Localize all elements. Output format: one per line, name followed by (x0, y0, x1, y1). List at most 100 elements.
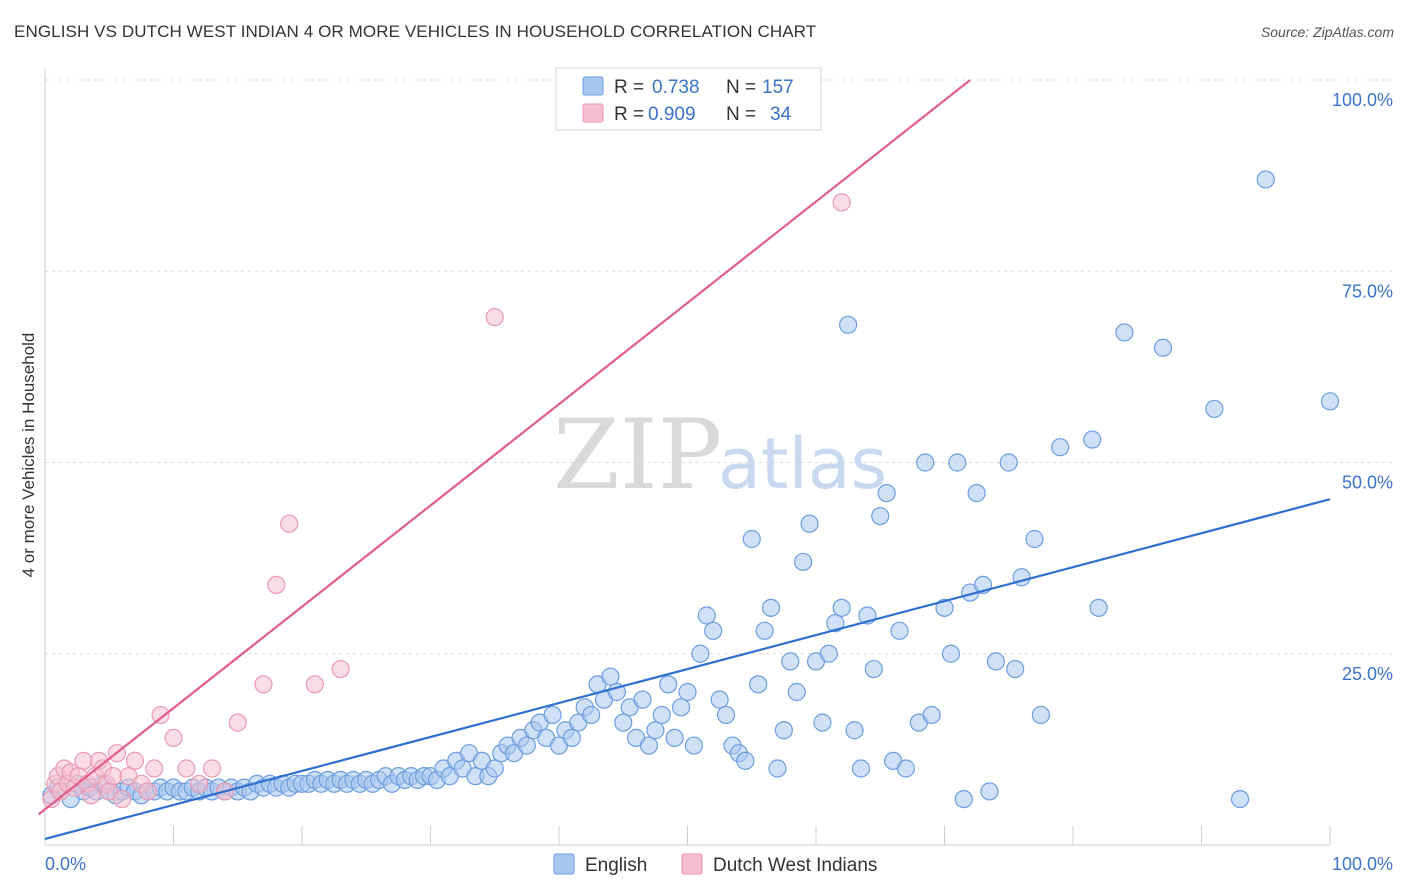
chart-source: Source: ZipAtlas.com (1260, 24, 1394, 40)
x-tick-label: 0.0% (45, 854, 86, 874)
english-trend-line (44, 498, 1331, 840)
english-point (794, 552, 813, 572)
english-point (1031, 705, 1050, 725)
legend-swatch-english (582, 76, 604, 96)
english-point (742, 529, 761, 549)
english-point (665, 728, 684, 748)
english-point (562, 728, 581, 748)
dutch-point (138, 782, 157, 801)
dutch-point (145, 759, 164, 778)
english-point (704, 621, 723, 640)
english-point (601, 667, 620, 686)
dutch-point (280, 514, 299, 533)
legend-r-value-dutch: 0.909 (648, 104, 696, 125)
english-point (1230, 789, 1250, 809)
english-point (1256, 170, 1275, 189)
english-point (1083, 430, 1102, 449)
y-axis-label: 4 or more Vehicles in Household (19, 333, 38, 578)
english-point (787, 682, 806, 702)
english-point (691, 644, 710, 663)
dutch-point (82, 786, 101, 805)
english-point (845, 721, 864, 740)
english-point (678, 682, 697, 702)
english-point (941, 644, 961, 663)
dutch-point (485, 308, 504, 327)
dutch-trend-line (37, 79, 971, 816)
legend-r-label-english: R = (614, 77, 644, 98)
english-point (922, 705, 941, 725)
dutch-point (177, 759, 196, 778)
y-tick-label: 50.0% (1342, 473, 1393, 493)
legend-r-label-dutch: R = (614, 104, 644, 125)
english-point (986, 652, 1006, 671)
english-point (832, 598, 851, 617)
english-point (948, 453, 967, 472)
legend-n-label-dutch: N = (726, 104, 756, 125)
y-tick-label: 25.0% (1342, 664, 1393, 684)
english-point (543, 705, 562, 725)
dutch-point (104, 767, 123, 786)
dutch-point (832, 193, 851, 212)
english-point (749, 675, 768, 694)
english-point (890, 621, 909, 640)
dutch-point (267, 575, 286, 595)
english-point (851, 759, 871, 778)
dutch-point (331, 659, 350, 679)
english-point (980, 782, 999, 801)
english-point (710, 690, 729, 709)
english-point (999, 453, 1018, 472)
english-point (1006, 659, 1025, 679)
dutch-point (202, 759, 222, 778)
english-point (485, 759, 504, 778)
english-point (697, 606, 716, 625)
dutch-point (254, 675, 273, 694)
dutch-point (112, 789, 132, 809)
english-point (1051, 438, 1070, 457)
bottom-legend-dutch: Dutch West Indians (713, 855, 877, 876)
english-point (813, 713, 832, 732)
english-point (646, 721, 665, 740)
english-point (864, 659, 883, 679)
english-point (755, 621, 774, 640)
grid-layer (45, 79, 1392, 655)
english-point (761, 598, 781, 617)
english-point (684, 736, 704, 755)
english-point (517, 736, 536, 755)
english-point (800, 514, 819, 533)
english-point (781, 652, 800, 671)
dutch-point (228, 713, 247, 732)
y-tick-label: 75.0% (1342, 281, 1393, 301)
dutch-point (305, 675, 324, 694)
english-point (826, 614, 845, 633)
english-point (819, 644, 838, 663)
y-tick-label: 100.0% (1332, 90, 1393, 110)
watermark: ZIP atlas (553, 399, 887, 511)
legend-n-label-english: N = (726, 77, 756, 98)
english-point (652, 705, 671, 725)
english-point (1089, 598, 1108, 617)
english-point (1025, 529, 1044, 549)
english-point (716, 705, 736, 725)
legend-r-value-english: 0.738 (652, 77, 700, 98)
bottom-legend-swatch-english (553, 853, 575, 875)
english-point (736, 751, 755, 770)
english-point (671, 698, 691, 717)
bottom-legend-swatch-dutch (681, 853, 703, 875)
axis-layer: 100.0% 75.0% 50.0% 25.0% 0.0% 100.0% (44, 68, 1393, 874)
dutch-point (164, 728, 183, 748)
series-legend: English Dutch West Indians (553, 853, 877, 876)
watermark-atlas: atlas (718, 423, 887, 505)
english-point (639, 736, 659, 755)
legend-n-value-english: 157 (762, 77, 794, 98)
english-point (896, 759, 916, 778)
english-point (839, 315, 858, 334)
english-point (774, 721, 793, 740)
english-point (1153, 338, 1173, 357)
english-point (935, 598, 954, 617)
dutch-point (190, 774, 209, 793)
dutch-point (125, 751, 145, 770)
english-point (1320, 392, 1340, 411)
x-tick-label: 100.0% (1332, 854, 1393, 874)
dutch-point (74, 751, 93, 770)
